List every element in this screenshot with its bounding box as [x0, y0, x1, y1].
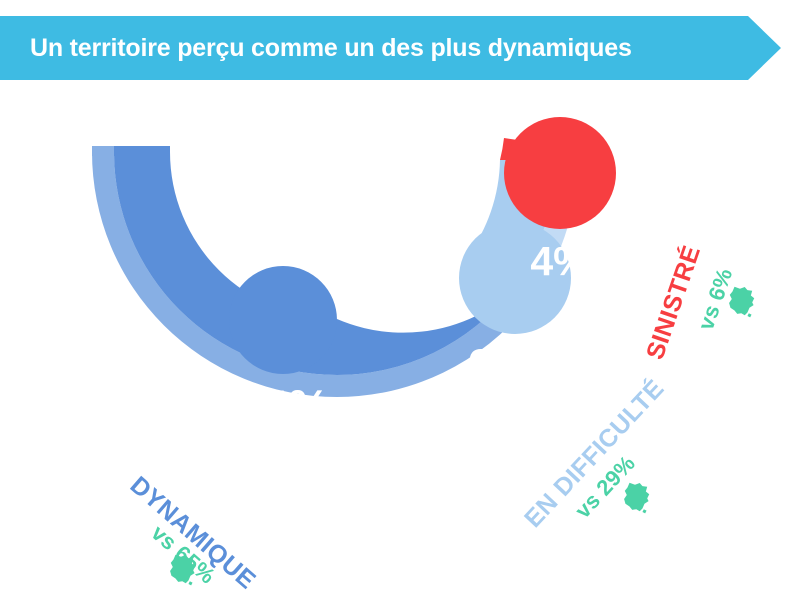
gauge-arc-graphic: [92, 117, 616, 397]
gauge-chart: 74% 22% 4% DYNAMIQUE vs 65% EN DIFFICULT…: [0, 90, 794, 595]
bubble-difficulte: [459, 222, 571, 334]
value-label-dynamique: 74%: [235, 380, 331, 433]
france-map-icon: [729, 286, 755, 318]
arc-start-cap: [114, 146, 170, 156]
arc-rim-dynamique-2: [337, 291, 528, 397]
arrow-right-banner-icon: [0, 16, 781, 80]
value-label-difficulte: 22%: [467, 339, 563, 392]
arc-rim-dynamique: [92, 152, 337, 397]
france-map-icon: [624, 482, 650, 514]
bubble-dynamique: [229, 266, 337, 374]
value-label-sinistre: 4%: [530, 238, 590, 284]
france-map-icon: [170, 554, 196, 586]
page-title: Un territoire perçu comme un des plus dy…: [30, 34, 632, 62]
bubble-sinistre: [504, 117, 616, 229]
arc-segment-dynamique: [114, 152, 541, 375]
header-banner: Un territoire perçu comme un des plus dy…: [0, 16, 794, 80]
arc-rim-start-cap: [92, 146, 114, 156]
